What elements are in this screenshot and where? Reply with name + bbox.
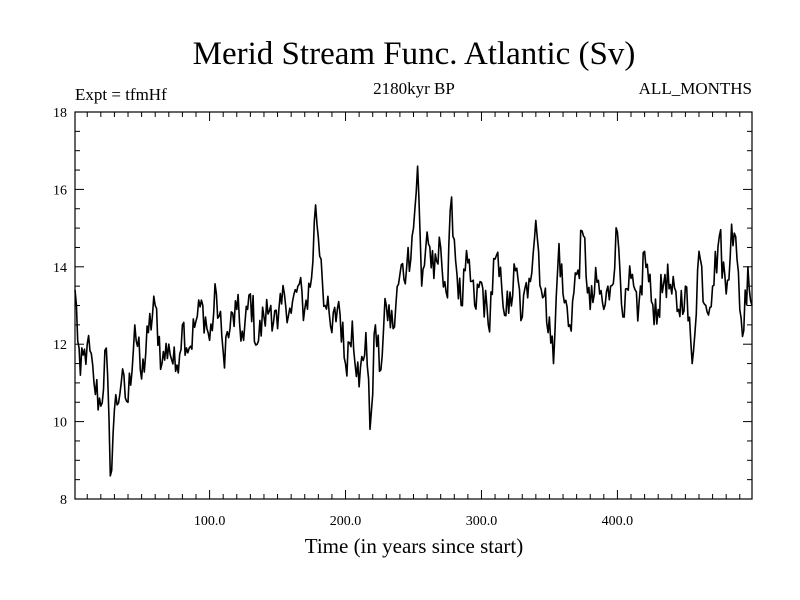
x-tick-label: 100.0 bbox=[194, 514, 226, 529]
y-tick-label: 10 bbox=[53, 416, 67, 431]
months-label: ALL_MONTHS bbox=[639, 79, 752, 98]
x-axis-label: Time (in years since start) bbox=[305, 534, 524, 558]
tick-labels: 100.0 200.0 300.0 400.0 8 10 12 14 16 18 bbox=[53, 106, 633, 529]
x-tick-label: 200.0 bbox=[330, 514, 362, 529]
plot-frame bbox=[74, 111, 753, 500]
experiment-label: Expt = tfmHf bbox=[75, 85, 167, 104]
period-label: 2180kyr BP bbox=[373, 79, 455, 98]
y-tick-label: 8 bbox=[60, 493, 67, 508]
chart-title: Merid Stream Func. Atlantic (Sv) bbox=[193, 36, 636, 72]
y-tick-label: 16 bbox=[53, 183, 67, 198]
series-line bbox=[74, 165, 753, 477]
y-tick-label: 12 bbox=[53, 338, 67, 353]
axis-ticks bbox=[75, 111, 752, 500]
y-tick-label: 14 bbox=[53, 261, 67, 276]
x-tick-label: 400.0 bbox=[602, 514, 634, 529]
y-tick-label: 18 bbox=[53, 106, 67, 121]
x-tick-label: 300.0 bbox=[466, 514, 498, 529]
